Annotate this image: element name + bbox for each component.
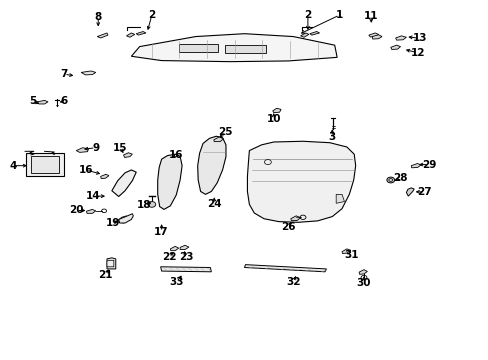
Text: 7: 7: [61, 69, 68, 79]
Polygon shape: [31, 156, 59, 173]
Polygon shape: [26, 153, 64, 176]
Polygon shape: [158, 154, 182, 210]
Polygon shape: [244, 265, 326, 272]
Polygon shape: [81, 71, 96, 75]
Polygon shape: [335, 194, 344, 203]
Polygon shape: [37, 100, 48, 104]
Polygon shape: [107, 258, 116, 269]
Polygon shape: [166, 158, 176, 163]
Text: 9: 9: [92, 143, 99, 153]
Text: 11: 11: [363, 11, 378, 21]
Text: 12: 12: [409, 48, 424, 58]
Text: 16: 16: [169, 150, 183, 160]
Text: 16: 16: [79, 165, 93, 175]
Text: 5: 5: [29, 96, 36, 106]
Polygon shape: [180, 245, 188, 249]
Text: 10: 10: [266, 114, 281, 124]
Text: 13: 13: [412, 33, 427, 43]
Text: 14: 14: [86, 191, 101, 201]
Polygon shape: [197, 136, 225, 194]
Text: 23: 23: [179, 252, 193, 262]
Polygon shape: [341, 249, 350, 253]
Polygon shape: [272, 108, 281, 113]
Text: 32: 32: [285, 277, 300, 287]
Text: 22: 22: [162, 252, 176, 262]
Polygon shape: [368, 33, 378, 37]
Polygon shape: [247, 141, 355, 222]
Polygon shape: [123, 153, 132, 157]
Polygon shape: [76, 148, 88, 152]
Polygon shape: [160, 267, 211, 272]
Text: 15: 15: [113, 143, 127, 153]
Polygon shape: [97, 33, 108, 38]
Text: 20: 20: [69, 206, 83, 216]
Polygon shape: [126, 33, 135, 37]
Polygon shape: [136, 32, 146, 35]
Text: 31: 31: [344, 250, 358, 260]
Text: 6: 6: [61, 96, 67, 106]
Polygon shape: [101, 174, 109, 179]
Polygon shape: [117, 216, 128, 223]
Polygon shape: [300, 33, 308, 37]
Text: 2: 2: [304, 10, 311, 20]
Polygon shape: [406, 188, 413, 196]
Polygon shape: [107, 260, 114, 267]
Circle shape: [148, 202, 156, 207]
Polygon shape: [170, 246, 178, 251]
Text: 29: 29: [421, 159, 435, 170]
Polygon shape: [86, 210, 96, 213]
Text: 2: 2: [148, 10, 155, 20]
Text: 25: 25: [217, 127, 232, 136]
Text: 28: 28: [392, 173, 407, 183]
Text: 27: 27: [417, 187, 431, 197]
Polygon shape: [290, 216, 300, 221]
Polygon shape: [112, 170, 136, 197]
Polygon shape: [390, 45, 400, 49]
Polygon shape: [410, 163, 420, 168]
Polygon shape: [395, 36, 406, 40]
Text: 26: 26: [281, 222, 295, 231]
Polygon shape: [358, 270, 366, 274]
Text: 3: 3: [328, 132, 335, 142]
Polygon shape: [371, 35, 381, 39]
Text: 24: 24: [206, 199, 221, 209]
Circle shape: [386, 177, 394, 183]
Text: 17: 17: [154, 227, 168, 237]
Text: 21: 21: [98, 270, 113, 280]
Polygon shape: [224, 45, 266, 53]
Polygon shape: [119, 214, 133, 223]
Polygon shape: [213, 137, 223, 141]
Polygon shape: [309, 32, 319, 35]
Text: 18: 18: [137, 200, 151, 210]
Polygon shape: [131, 34, 336, 62]
Text: 8: 8: [94, 12, 102, 22]
Polygon shape: [178, 44, 217, 52]
Text: 19: 19: [105, 218, 120, 228]
Text: 1: 1: [335, 10, 343, 20]
Text: 30: 30: [356, 278, 370, 288]
Text: 4: 4: [9, 161, 17, 171]
Text: 33: 33: [169, 277, 183, 287]
